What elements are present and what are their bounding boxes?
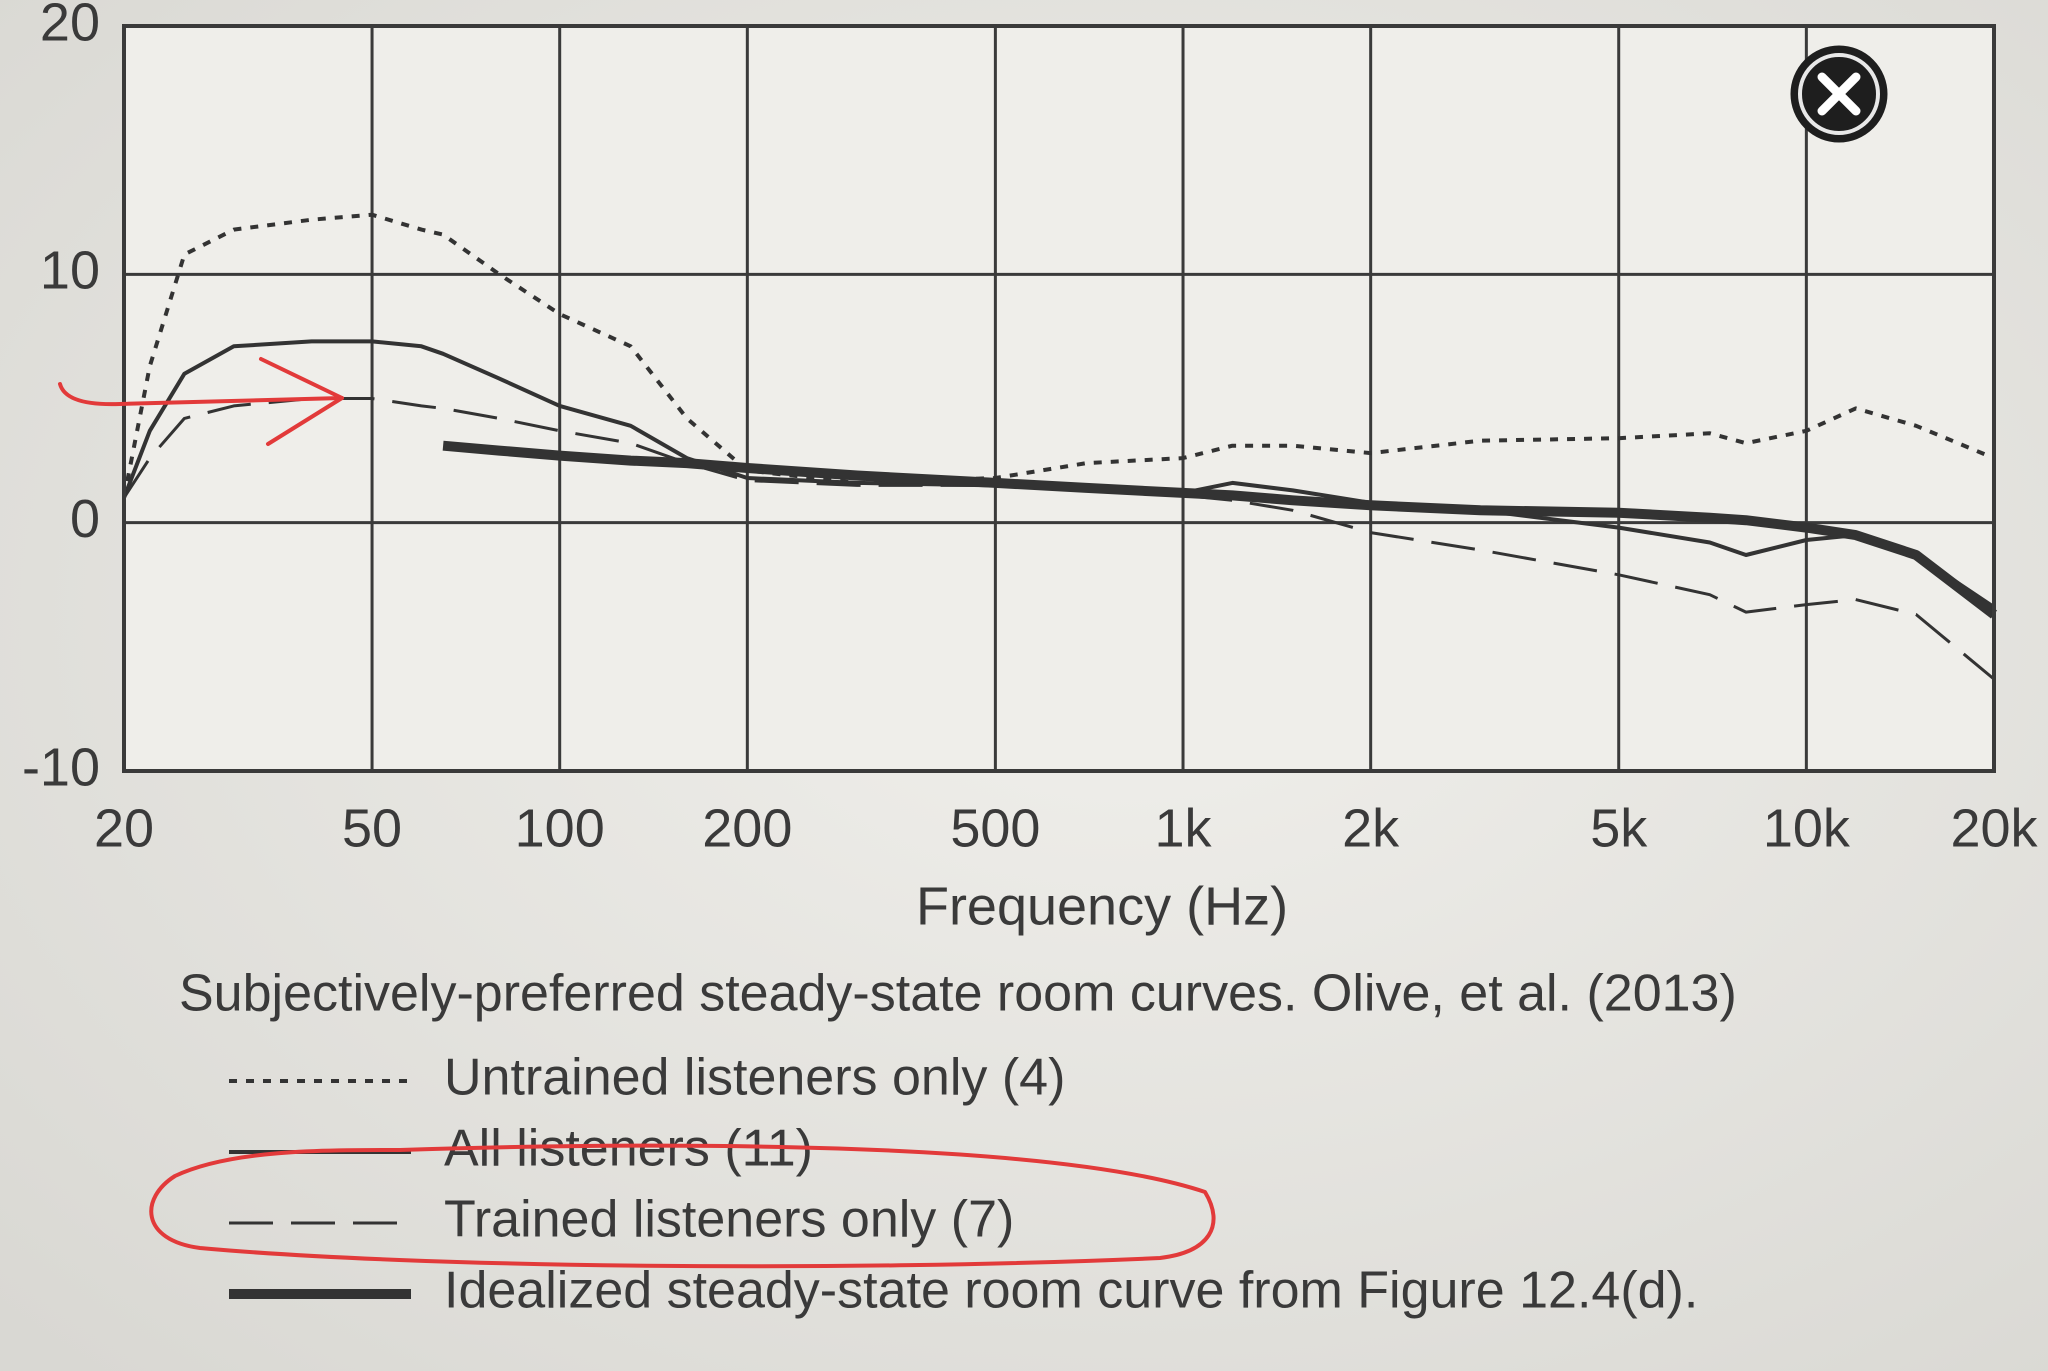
- legend-label: Untrained listeners only (4): [444, 1049, 1065, 1107]
- close-icon: [1817, 72, 1861, 116]
- legend-label: Idealized steady-state room curve from F…: [444, 1262, 1698, 1320]
- plot-frame: [122, 24, 1996, 773]
- legend-label: Trained listeners only (7): [444, 1191, 1014, 1249]
- y-tick-label: 0: [70, 489, 100, 549]
- x-tick-label: 20k: [1950, 798, 2038, 858]
- x-tick-label: 50: [342, 798, 402, 858]
- x-tick-label: 100: [515, 798, 605, 858]
- annotation-arrowhead: [259, 357, 344, 446]
- annotation-arrow: [58, 382, 344, 407]
- annotation-ellipse: [149, 1143, 1216, 1269]
- x-tick-label: 5k: [1590, 798, 1648, 858]
- x-tick-label: 500: [950, 798, 1040, 858]
- caption: Subjectively-preferred steady-state room…: [179, 965, 1737, 1023]
- x-tick-label: 1k: [1155, 798, 1213, 858]
- series-line: [442, 440, 1998, 619]
- plot-area: [124, 26, 1994, 771]
- x-tick-label: 10k: [1763, 798, 1851, 858]
- x-tick-label: 20: [94, 798, 154, 858]
- tick-labels: 20 50 100 200 500 1k 2k 5k 10k 20k -10 0 10 20: [22, 0, 2039, 858]
- y-tick-label: 10: [40, 241, 100, 301]
- red-annotation: [58, 357, 1216, 1269]
- y-tick-label: -10: [22, 737, 100, 797]
- x-tick-label: 2k: [1342, 798, 1400, 858]
- x-tick-label: 200: [702, 798, 792, 858]
- close-button[interactable]: [1790, 45, 1888, 143]
- y-tick-label: 20: [40, 0, 100, 52]
- x-axis-label: Frequency (Hz): [916, 876, 1288, 936]
